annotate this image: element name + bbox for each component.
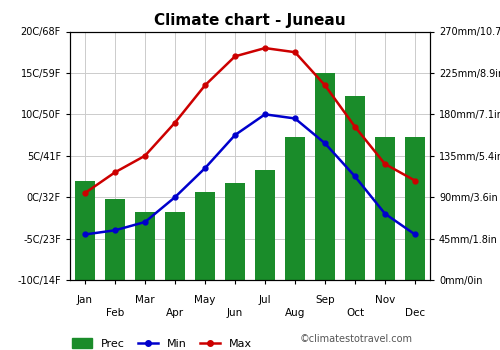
Legend: Prec, Min, Max: Prec, Min, Max bbox=[72, 338, 252, 349]
Bar bbox=[345, 96, 365, 280]
Text: Nov: Nov bbox=[375, 295, 395, 305]
Text: Aug: Aug bbox=[285, 308, 305, 318]
Text: Oct: Oct bbox=[346, 308, 364, 318]
Text: Apr: Apr bbox=[166, 308, 184, 318]
Text: Mar: Mar bbox=[135, 295, 155, 305]
Bar bbox=[165, 212, 185, 280]
Bar bbox=[135, 212, 155, 280]
Bar bbox=[316, 73, 335, 280]
Text: Jul: Jul bbox=[258, 295, 272, 305]
Text: Sep: Sep bbox=[315, 295, 335, 305]
Text: May: May bbox=[194, 295, 216, 305]
Bar bbox=[405, 137, 425, 280]
Bar bbox=[375, 137, 395, 280]
Text: ©climatestotravel.com: ©climatestotravel.com bbox=[300, 334, 413, 344]
Text: Dec: Dec bbox=[405, 308, 425, 318]
Text: Jan: Jan bbox=[77, 295, 93, 305]
Bar bbox=[195, 192, 215, 280]
Bar bbox=[285, 137, 305, 280]
Bar bbox=[75, 181, 95, 280]
Bar bbox=[225, 183, 245, 280]
Text: Jun: Jun bbox=[227, 308, 243, 318]
Bar bbox=[256, 169, 275, 280]
Text: Feb: Feb bbox=[106, 308, 124, 318]
Title: Climate chart - Juneau: Climate chart - Juneau bbox=[154, 13, 346, 28]
Bar bbox=[105, 199, 125, 280]
